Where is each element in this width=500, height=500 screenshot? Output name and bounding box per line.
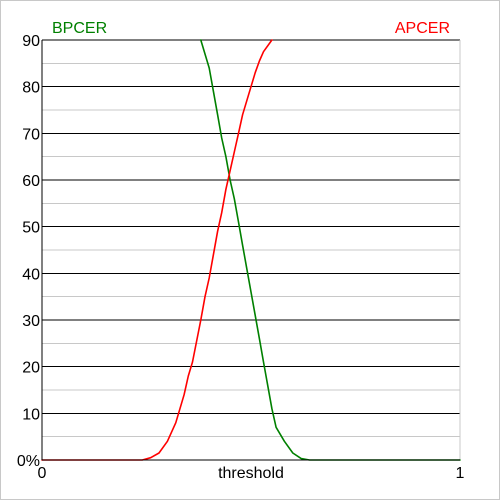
y-tick-label: 60 <box>22 173 40 190</box>
series-lines <box>41 39 461 461</box>
x-tick-label: 0 <box>38 465 47 482</box>
y-tick-label: 10 <box>22 406 40 423</box>
y-tick-label: 40 <box>22 266 40 283</box>
x-axis-label: threshold <box>218 465 284 482</box>
series-labels: BPCER APCER <box>52 20 450 37</box>
y-axis-tick-labels: 0% 10 20 30 40 50 60 70 80 90 <box>17 33 40 470</box>
y-tick-label: 90 <box>22 33 40 50</box>
apcer-line <box>41 39 273 461</box>
y-tick-label: 50 <box>22 220 40 237</box>
y-tick-label: 20 <box>22 360 40 377</box>
x-tick-label: 1 <box>456 465 465 482</box>
y-tick-label: 80 <box>22 80 40 97</box>
grid <box>42 39 461 460</box>
bpcer-series-label: BPCER <box>52 20 107 37</box>
y-tick-label: 70 <box>22 126 40 143</box>
bpcer-line <box>200 39 461 461</box>
apcer-series-label: APCER <box>395 20 450 37</box>
y-tick-label: 0% <box>17 453 40 470</box>
y-tick-label: 30 <box>22 313 40 330</box>
